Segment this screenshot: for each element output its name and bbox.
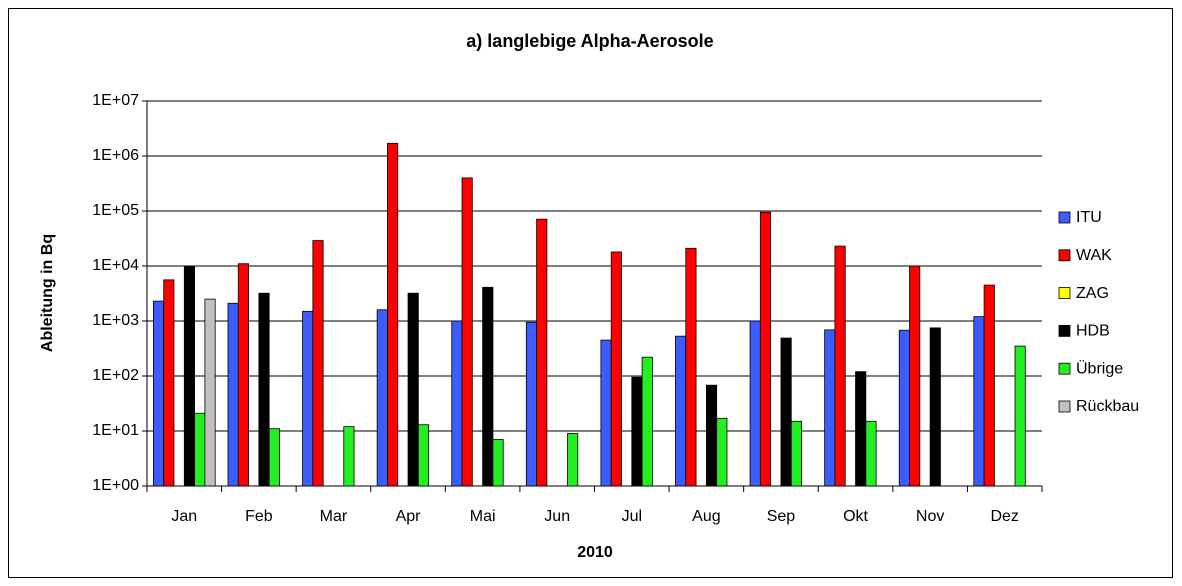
x-tick-label: Aug bbox=[692, 508, 720, 525]
x-tick-label: Jul bbox=[622, 508, 642, 525]
bar bbox=[482, 286, 494, 487]
bar bbox=[675, 335, 687, 487]
y-tick-label: 1E+03 bbox=[92, 312, 139, 329]
bar bbox=[898, 329, 910, 487]
bar bbox=[407, 292, 419, 487]
y-tick-label: 1E+02 bbox=[92, 367, 139, 384]
bar bbox=[705, 384, 718, 487]
y-tick-label: 1E+04 bbox=[92, 257, 139, 274]
bar bbox=[343, 426, 355, 487]
y-tick-label: 1E+06 bbox=[92, 147, 139, 164]
y-tick-label: 1E+07 bbox=[92, 92, 139, 109]
bar bbox=[790, 420, 802, 487]
legend-label: Übrige bbox=[1076, 359, 1123, 377]
legend-label: Rückbau bbox=[1076, 398, 1139, 415]
bar bbox=[716, 417, 728, 487]
bar bbox=[865, 420, 877, 487]
x-tick-label: Okt bbox=[843, 508, 868, 525]
bar bbox=[759, 211, 772, 487]
bar bbox=[492, 439, 504, 487]
bar bbox=[929, 327, 941, 487]
legend-label: ITU bbox=[1076, 209, 1102, 226]
x-tick-label: Dez bbox=[990, 508, 1018, 525]
y-tick-label: 1E+05 bbox=[92, 202, 139, 219]
bar bbox=[268, 428, 280, 487]
legend-swatch bbox=[1058, 400, 1071, 413]
legend-label: ZAG bbox=[1076, 285, 1109, 302]
bar bbox=[567, 433, 579, 487]
x-tick-label: Mai bbox=[470, 508, 496, 525]
bar bbox=[909, 265, 921, 487]
chart-border bbox=[8, 8, 1173, 578]
bar bbox=[227, 302, 239, 487]
bar bbox=[183, 265, 195, 487]
bar bbox=[1014, 345, 1026, 487]
x-tick-label: Jun bbox=[544, 508, 570, 525]
y-tick-label: 1E+00 bbox=[92, 477, 139, 494]
bar bbox=[237, 263, 249, 487]
bar bbox=[152, 300, 165, 487]
y-tick-label: 1E+01 bbox=[92, 422, 139, 439]
legend-swatch bbox=[1058, 324, 1071, 337]
x-tick-label: Mar bbox=[320, 508, 348, 525]
bar bbox=[163, 279, 175, 487]
bar bbox=[973, 316, 985, 487]
chart-title: a) langlebige Alpha-Aerosole bbox=[466, 31, 713, 51]
legend-swatch bbox=[1058, 249, 1071, 262]
bar bbox=[204, 298, 216, 487]
bar bbox=[461, 177, 473, 487]
bar bbox=[536, 218, 548, 487]
bar bbox=[417, 424, 430, 487]
bar bbox=[780, 337, 792, 487]
legend-label: HDB bbox=[1076, 323, 1110, 340]
bar bbox=[824, 329, 836, 487]
bar bbox=[451, 320, 463, 487]
bar bbox=[258, 292, 270, 487]
bar bbox=[983, 284, 995, 487]
legend-swatch bbox=[1058, 362, 1071, 375]
bar bbox=[525, 321, 538, 487]
bar bbox=[749, 320, 761, 487]
bar bbox=[631, 376, 643, 487]
bar bbox=[194, 412, 206, 487]
bar bbox=[376, 309, 388, 487]
x-tick-label: Feb bbox=[245, 508, 273, 525]
x-tick-label: Jan bbox=[171, 508, 197, 525]
x-axis-label: 2010 bbox=[577, 544, 613, 561]
legend-label: WAK bbox=[1076, 247, 1112, 264]
x-tick-label: Sep bbox=[767, 508, 796, 525]
x-tick-label: Nov bbox=[916, 508, 944, 525]
bar bbox=[600, 339, 612, 487]
legend-swatch bbox=[1058, 287, 1071, 300]
bar bbox=[387, 142, 399, 487]
bar bbox=[610, 251, 622, 487]
bar bbox=[641, 356, 653, 487]
bar bbox=[855, 371, 867, 487]
bar bbox=[312, 240, 324, 487]
bar bbox=[302, 310, 314, 487]
bar bbox=[834, 245, 846, 487]
y-axis-label: Ableitung in Bq bbox=[39, 234, 56, 352]
x-tick-label: Apr bbox=[396, 508, 422, 525]
legend-swatch bbox=[1058, 211, 1071, 224]
bar bbox=[685, 247, 697, 487]
